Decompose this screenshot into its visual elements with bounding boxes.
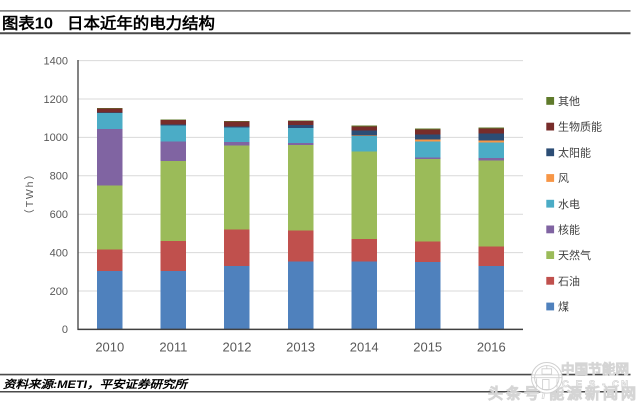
svg-text:风: 风 [558, 172, 569, 185]
svg-text:C E S - CN: C E S - CN [562, 379, 628, 390]
svg-text:600: 600 [50, 209, 68, 221]
svg-text:2016: 2016 [477, 340, 506, 355]
svg-text:其他: 其他 [558, 95, 580, 108]
svg-text:核能: 核能 [558, 223, 580, 237]
svg-text:生物质能: 生物质能 [558, 120, 602, 134]
svg-text:2010: 2010 [95, 340, 124, 355]
svg-text:煤: 煤 [558, 301, 569, 314]
svg-text:1000: 1000 [44, 132, 68, 144]
svg-text:0: 0 [62, 324, 68, 336]
svg-text:2012: 2012 [223, 340, 252, 355]
svg-text:水电: 水电 [558, 198, 580, 211]
svg-text:头条号/能源新闻网: 头条号/能源新闻网 [488, 385, 636, 403]
svg-text:石油: 石油 [558, 274, 580, 288]
svg-text:400: 400 [50, 247, 68, 259]
svg-text:2014: 2014 [350, 340, 379, 355]
svg-text:1400: 1400 [44, 55, 68, 67]
svg-text:2011: 2011 [159, 340, 187, 355]
svg-text:1200: 1200 [44, 94, 68, 106]
svg-text:日本近年的电力结构: 日本近年的电力结构 [67, 15, 215, 33]
svg-text:太阳能: 太阳能 [558, 145, 591, 159]
svg-text:（TWh）: （TWh） [24, 167, 36, 219]
svg-text:2015: 2015 [413, 340, 442, 355]
svg-text:800: 800 [50, 171, 68, 183]
svg-text:中国节能网: 中国节能网 [561, 361, 629, 377]
svg-text:天然气: 天然气 [558, 248, 591, 262]
svg-text:资料来源:METI，平安证券研究所: 资料来源:METI，平安证券研究所 [3, 378, 189, 391]
svg-text:2013: 2013 [286, 340, 315, 355]
svg-text:200: 200 [50, 286, 68, 298]
svg-text:图表10: 图表10 [2, 15, 53, 33]
